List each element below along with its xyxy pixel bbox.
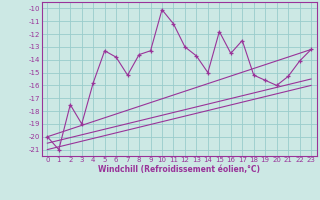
X-axis label: Windchill (Refroidissement éolien,°C): Windchill (Refroidissement éolien,°C) [98, 165, 260, 174]
